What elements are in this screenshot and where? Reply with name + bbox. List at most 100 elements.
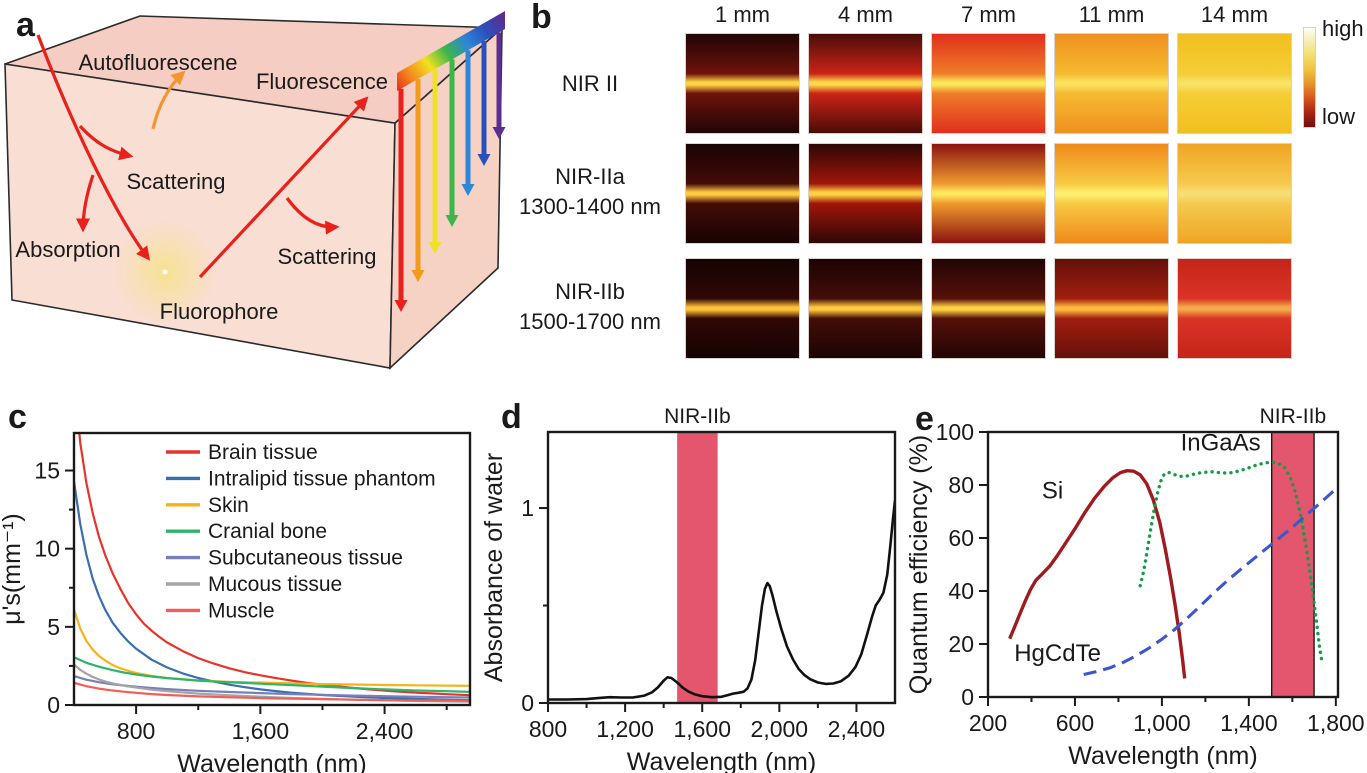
light-path-arrows (36, 34, 369, 279)
label-autofluorescence: Autofluorescene (79, 50, 238, 75)
y-tick-label: 10 (34, 536, 60, 562)
column-header-depth: 4 mm (838, 2, 893, 27)
heatmap-cell (685, 143, 800, 244)
heatmap-cell (931, 143, 1046, 244)
label-fluorescence: Fluorescence (256, 69, 388, 94)
x-axis-label: Wavelength (nm) (627, 748, 816, 773)
heatmap-cell (1177, 33, 1292, 134)
curve-label-ingaas: InGaAs (1181, 430, 1261, 457)
autofluorescence-arrow (151, 70, 186, 130)
y-tick-label: 1 (521, 495, 534, 521)
x-tick-label: 2,000 (751, 716, 809, 742)
x-tick-label: 1,600 (232, 718, 290, 744)
row-label: NIR-IIb 1500-1700 nm (500, 277, 680, 337)
y-tick-label: 15 (34, 458, 60, 484)
curve-label-hgcdte: HgCdTe (1014, 640, 1101, 667)
y-axis-label: Absorbance of water (480, 453, 508, 682)
spectral-arrowhead (411, 270, 425, 282)
x-tick-label: 800 (117, 718, 155, 744)
y-tick-label: 0 (47, 692, 60, 718)
series-cranial-bone (74, 656, 470, 693)
excitation-beam-arrow (36, 34, 151, 261)
fluorophore-dot (162, 269, 168, 275)
row-title: NIR-IIb (555, 279, 625, 304)
y-tick-label: 80 (948, 472, 974, 498)
series-si (1008, 468, 1187, 679)
tissue-block-diagram: Autofluorescene Fluorescence Scattering … (4, 11, 506, 370)
column-header-depth: 1 mm (715, 2, 770, 27)
heatmap-cell (685, 33, 800, 134)
x-tick-label: 1,200 (596, 716, 654, 742)
row-label: NIR II (500, 69, 680, 99)
plot-frame (546, 430, 897, 705)
wavelength-penetration-arrows (394, 32, 506, 312)
heatmap-cell (931, 258, 1046, 359)
x-tick-label: 1,400 (1220, 710, 1278, 736)
x-tick-label: 2,400 (828, 716, 886, 742)
y-axis-label: Quantum efficiency (%) (905, 435, 933, 694)
y-tick-label: 20 (948, 631, 974, 657)
nir-iib-band (1271, 432, 1315, 697)
x-tick-label: 2,400 (356, 718, 414, 744)
row-subtitle: 1500-1700 nm (519, 309, 661, 334)
x-axis-label: Wavelength (nm) (177, 750, 366, 773)
heatmap-cell (1177, 143, 1292, 244)
plot-frame (72, 431, 472, 707)
nir-iib-band (677, 432, 718, 703)
chart-scattering-coefficient: 800 1,600 2,400 0 5 10 15 Wavelength (nm) μ's(mm… (0, 398, 472, 773)
spectral-arrowhead (492, 127, 506, 139)
row-title: NIR II (561, 71, 619, 96)
panel-b-letter: b (531, 0, 552, 36)
x-tick-label: 1,600 (673, 716, 731, 742)
colorbar (1303, 27, 1316, 128)
y-tick-label: 5 (47, 614, 60, 640)
heatmap-cell (1177, 258, 1292, 359)
absorption-arrow (75, 174, 95, 233)
column-header-depth: 7 mm (961, 2, 1016, 27)
series-subcutaneous-tissue (74, 675, 470, 699)
legend-label: Cranial bone (208, 520, 327, 543)
legend-label: Brain tissue (208, 441, 318, 464)
row-title: NIR-IIa (555, 164, 625, 189)
heatmap-cell (1054, 33, 1169, 134)
colorbar-low-label: low (1322, 104, 1356, 129)
row-subtitle: 1300-1400 nm (519, 194, 661, 219)
x-tick-label: 600 (1056, 710, 1094, 736)
series-hgcdte (1083, 485, 1338, 677)
spectral-arrowhead (477, 154, 491, 166)
panel-letter: d (501, 398, 522, 436)
legend-label: Muscle (208, 599, 275, 622)
label-scattering-left: Scattering (126, 169, 225, 194)
spectral-arrowhead (461, 184, 475, 196)
legend-label: Mucous tissue (208, 573, 342, 596)
label-fluorophore: Fluorophore (160, 299, 279, 324)
legend-label: Intralipid tissue phantom (208, 467, 436, 490)
y-tick-label: 0 (521, 690, 534, 716)
colorbar-high-label: high (1322, 16, 1364, 41)
curve-label-si: Si (1042, 477, 1063, 504)
band-title: NIR-IIb (664, 405, 731, 428)
y-tick-label: 40 (948, 578, 974, 604)
spectral-arrowhead (428, 242, 442, 254)
panel-a-letter: a (16, 6, 35, 44)
fluorescence-arrow (198, 96, 369, 279)
y-axis-label: μ's(mm⁻¹) (0, 513, 26, 625)
spectral-arrowhead (394, 300, 408, 312)
heatmap-cell (808, 258, 923, 359)
panel-letter: e (915, 400, 934, 438)
rainbow-spectrum-bar (397, 11, 505, 91)
series-water-absorbance (548, 500, 895, 701)
y-tick-label: 60 (948, 525, 974, 551)
label-scattering-right: Scattering (277, 244, 376, 269)
heatmap-cell (808, 33, 923, 134)
column-header-depth: 14 mm (1200, 2, 1269, 27)
heatmap-cell (1054, 258, 1169, 359)
row-label: NIR-IIa 1300-1400 nm (500, 162, 680, 222)
label-absorption: Absorption (15, 237, 120, 262)
plot-frame (986, 430, 1340, 699)
y-tick-label: 0 (961, 684, 974, 710)
heatmap-cell (931, 33, 1046, 134)
x-tick-label: 800 (529, 716, 567, 742)
band-title: NIR-IIb (1260, 405, 1327, 428)
